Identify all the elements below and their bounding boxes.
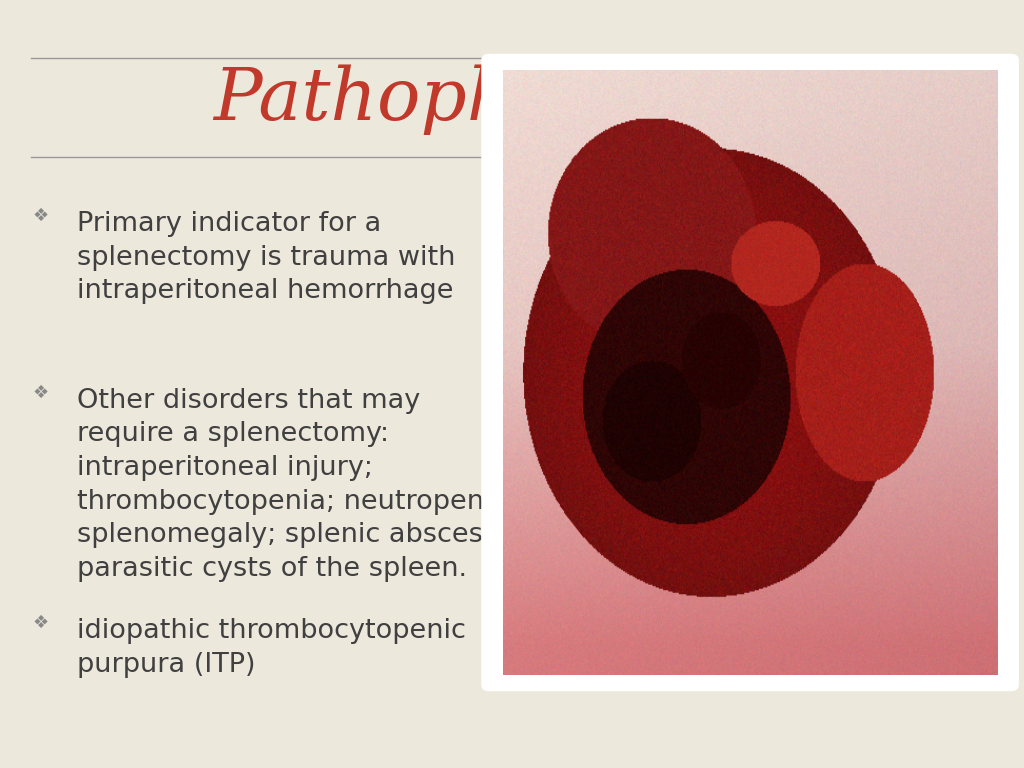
Text: ❖: ❖ xyxy=(33,207,49,225)
Text: idiopathic thrombocytopenic
purpura (ITP): idiopathic thrombocytopenic purpura (ITP… xyxy=(77,618,466,678)
Text: ❖: ❖ xyxy=(33,384,49,402)
Text: Primary indicator for a
splenectomy is trauma with
intraperitoneal hemorrhage: Primary indicator for a splenectomy is t… xyxy=(77,211,456,304)
Text: Other disorders that may
require a splenectomy:
intraperitoneal injury;
thromboc: Other disorders that may require a splen… xyxy=(77,388,517,582)
FancyBboxPatch shape xyxy=(481,54,1019,691)
Text: ❖: ❖ xyxy=(33,614,49,632)
Text: Pathophysiology: Pathophysiology xyxy=(213,64,811,136)
